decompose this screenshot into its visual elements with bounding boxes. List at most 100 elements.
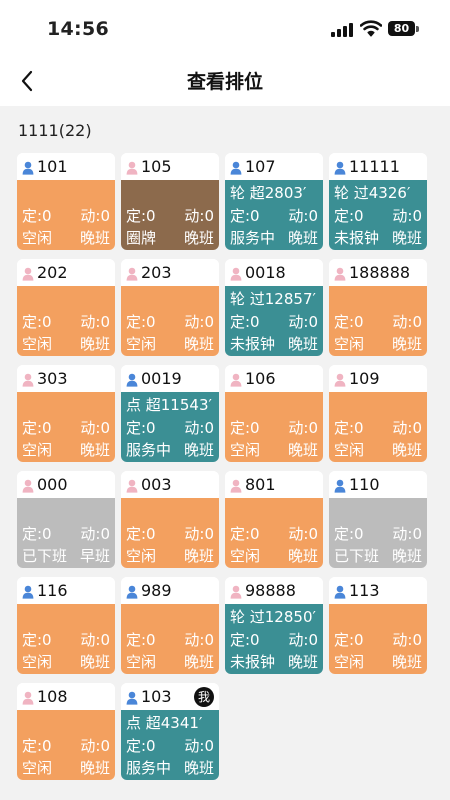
shift-label: 晚班 [391, 229, 422, 247]
state-row: 空闲 晚班 [126, 545, 214, 568]
dynamic-count: 动:0 [184, 418, 214, 437]
technician-card[interactable]: 110 定:0 动:0 已下班 晚班 [329, 471, 427, 568]
card-status-body: 定:0 动:0 空闲 晚班 [329, 392, 427, 462]
state-row: 已下班 晚班 [334, 545, 422, 568]
fixed-count: 定:0 [22, 630, 52, 649]
card-status-body: 定:0 动:0 圈牌 晚班 [121, 180, 219, 250]
count-row: 定:0 动:0 [334, 629, 422, 652]
technician-card[interactable]: 000 定:0 动:0 已下班 早班 [17, 471, 115, 568]
card-header: 0019 [121, 365, 219, 392]
dynamic-count: 动:0 [184, 736, 214, 755]
technician-card[interactable]: 103 我点 超4341′ 定:0 动:0 服务中 晚班 [121, 683, 219, 780]
rotation-info: 点 超4341′ [126, 714, 203, 732]
work-state: 空闲 [334, 441, 365, 459]
count-row: 定:0 动:0 [126, 417, 214, 440]
technician-card[interactable]: 003 定:0 动:0 空闲 晚班 [121, 471, 219, 568]
state-row: 空闲 晚班 [230, 545, 318, 568]
rotation-info: 轮 过4326′ [334, 184, 411, 202]
work-state: 空闲 [22, 653, 53, 671]
rotation-info [22, 712, 110, 735]
card-header: 101 [17, 153, 115, 180]
technician-card[interactable]: 0019 点 超11543′ 定:0 动:0 服务中 晚班 [121, 365, 219, 462]
card-status-body: 轮 过12850′ 定:0 动:0 未报钟 晚班 [225, 604, 323, 674]
technician-grid: 101 定:0 动:0 空闲 晚班 105 定:0 动:0 圈牌 晚班 107 轮 超2803′ 定:0… [17, 153, 433, 780]
work-state: 服务中 [230, 229, 276, 247]
count-row: 定:0 动:0 [126, 735, 214, 758]
female-person-icon [230, 372, 242, 387]
fixed-count: 定:0 [126, 736, 156, 755]
count-row: 定:0 动:0 [22, 205, 110, 228]
technician-id: 103 [141, 687, 172, 706]
nav-bar: 查看排位 [0, 58, 450, 106]
technician-id: 110 [349, 475, 380, 494]
card-header: 989 [121, 577, 219, 604]
fixed-count: 定:0 [22, 524, 52, 543]
work-state: 圈牌 [126, 229, 157, 247]
card-status-body: 定:0 动:0 空闲 晚班 [17, 286, 115, 356]
work-state: 空闲 [126, 653, 157, 671]
card-status-body: 轮 超2803′ 定:0 动:0 服务中 晚班 [225, 180, 323, 250]
card-status-body: 定:0 动:0 空闲 晚班 [329, 286, 427, 356]
technician-id: 801 [245, 475, 276, 494]
card-header: 203 [121, 259, 219, 286]
fixed-count: 定:0 [334, 206, 364, 225]
male-person-icon [126, 584, 138, 599]
card-header: 108 [17, 683, 115, 710]
technician-id: 105 [141, 157, 172, 176]
technician-card[interactable]: 202 定:0 动:0 空闲 晚班 [17, 259, 115, 356]
shift-label: 晚班 [183, 441, 214, 459]
technician-card[interactable]: 113 定:0 动:0 空闲 晚班 [329, 577, 427, 674]
technician-card[interactable]: 203 定:0 动:0 空闲 晚班 [121, 259, 219, 356]
technician-card[interactable]: 11111 轮 过4326′ 定:0 动:0 未报钟 晚班 [329, 153, 427, 250]
dynamic-count: 动:0 [184, 524, 214, 543]
state-row: 空闲 晚班 [126, 333, 214, 356]
card-header: 303 [17, 365, 115, 392]
state-row: 空闲 晚班 [334, 439, 422, 462]
technician-card[interactable]: 108 定:0 动:0 空闲 晚班 [17, 683, 115, 780]
technician-id: 98888 [245, 581, 296, 600]
fixed-count: 定:0 [22, 312, 52, 331]
card-status-body: 定:0 动:0 空闲 晚班 [225, 498, 323, 568]
technician-card[interactable]: 989 定:0 动:0 空闲 晚班 [121, 577, 219, 674]
count-row: 定:0 动:0 [334, 417, 422, 440]
technician-card[interactable]: 101 定:0 动:0 空闲 晚班 [17, 153, 115, 250]
technician-card[interactable]: 109 定:0 动:0 空闲 晚班 [329, 365, 427, 462]
dynamic-count: 动:0 [184, 630, 214, 649]
rotation-info [22, 182, 110, 205]
female-person-icon [22, 690, 34, 705]
card-header: 116 [17, 577, 115, 604]
dynamic-count: 动:0 [288, 312, 318, 331]
shift-label: 晚班 [391, 653, 422, 671]
female-person-icon [230, 266, 242, 281]
shift-label: 晚班 [287, 229, 318, 247]
technician-card[interactable]: 801 定:0 动:0 空闲 晚班 [225, 471, 323, 568]
dynamic-count: 动:0 [184, 312, 214, 331]
card-status-body: 点 超4341′ 定:0 动:0 服务中 晚班 [121, 710, 219, 780]
fixed-count: 定:0 [230, 418, 260, 437]
work-state: 空闲 [334, 335, 365, 353]
fixed-count: 定:0 [126, 312, 156, 331]
technician-card[interactable]: 105 定:0 动:0 圈牌 晚班 [121, 153, 219, 250]
female-person-icon [334, 266, 346, 281]
technician-card[interactable]: 107 轮 超2803′ 定:0 动:0 服务中 晚班 [225, 153, 323, 250]
count-row: 定:0 动:0 [22, 523, 110, 546]
technician-card[interactable]: 0018 轮 过12857′ 定:0 动:0 未报钟 晚班 [225, 259, 323, 356]
rotation-info [22, 606, 110, 629]
count-row: 定:0 动:0 [126, 311, 214, 334]
state-row: 服务中 晚班 [126, 757, 214, 780]
technician-card[interactable]: 106 定:0 动:0 空闲 晚班 [225, 365, 323, 462]
dynamic-count: 动:0 [80, 736, 110, 755]
fixed-count: 定:0 [22, 418, 52, 437]
technician-card[interactable]: 303 定:0 动:0 空闲 晚班 [17, 365, 115, 462]
male-person-icon [22, 584, 34, 599]
technician-card[interactable]: 116 定:0 动:0 空闲 晚班 [17, 577, 115, 674]
technician-id: 107 [245, 157, 276, 176]
count-row: 定:0 动:0 [22, 735, 110, 758]
technician-id: 113 [349, 581, 380, 600]
technician-card[interactable]: 188888 定:0 动:0 空闲 晚班 [329, 259, 427, 356]
back-arrow-icon[interactable] [12, 66, 42, 96]
dynamic-count: 动:0 [80, 524, 110, 543]
technician-card[interactable]: 98888 轮 过12850′ 定:0 动:0 未报钟 晚班 [225, 577, 323, 674]
fixed-count: 定:0 [22, 736, 52, 755]
state-row: 空闲 晚班 [334, 651, 422, 674]
